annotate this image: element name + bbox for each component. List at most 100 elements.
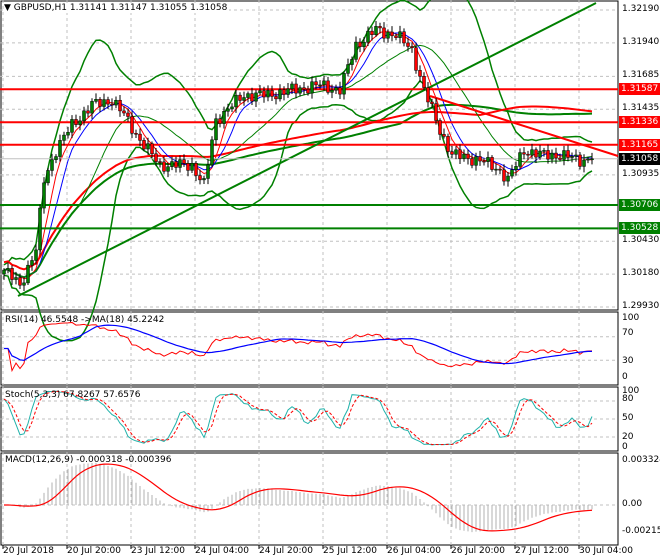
ma-100 (3, 103, 593, 279)
candle-body (110, 103, 114, 106)
candle-body (346, 64, 350, 74)
candle-body (470, 158, 474, 166)
macd-label: MACD(12,26,9) -0.000318 -0.000396 (5, 455, 172, 465)
candle-body (262, 90, 266, 98)
candle-body (66, 132, 70, 136)
stoch-axis-100: 100 (622, 386, 640, 396)
candle-body (82, 110, 86, 122)
candle-body (550, 152, 554, 160)
candle-body (574, 154, 578, 157)
time-axis-label: 27 Jul 12:00 (515, 546, 569, 556)
candle-body (358, 41, 362, 48)
candle-body (522, 152, 526, 155)
price-axis-label: 1.30430 (622, 235, 660, 246)
stoch-label: Stoch(5,3,3) 67.8267 57.6576 (5, 390, 141, 400)
candle-body (138, 133, 142, 141)
candle-body (590, 158, 594, 161)
trendline-support (17, 2, 597, 297)
candle-body (438, 120, 442, 135)
candle-body (514, 166, 518, 171)
candle-body (458, 149, 462, 159)
candle-body (22, 282, 26, 286)
candle-body (402, 31, 406, 44)
candle-body (190, 163, 194, 171)
candle-body (50, 159, 54, 171)
candle-body (278, 89, 282, 100)
candle-body (566, 150, 570, 158)
ma-long (3, 105, 593, 271)
macd-axis-min: -0.002155 (622, 526, 660, 536)
candle-body (2, 269, 6, 275)
rsi-axis-70: 70 (622, 328, 634, 338)
time-axis-label: 20 Jul 20:00 (67, 546, 121, 556)
candle-body (474, 156, 478, 166)
candle-body (370, 30, 374, 35)
candle-body (214, 118, 218, 141)
candle-body (34, 249, 38, 261)
price-axis-label: 1.30180 (622, 268, 660, 279)
candle-body (162, 161, 166, 172)
candle-body (482, 160, 486, 163)
candle-body (386, 31, 390, 39)
candle-body (202, 178, 206, 181)
candle-body (418, 70, 422, 77)
rsi-line (4, 321, 593, 373)
candle-body (178, 159, 182, 168)
candle-body (586, 158, 590, 161)
high-value: 1.31147 (109, 3, 148, 13)
candle-body (462, 153, 466, 159)
candle-body (414, 47, 418, 71)
candle-body (570, 156, 574, 158)
candle-body (558, 157, 562, 160)
candle-body (518, 152, 522, 167)
candle-body (246, 93, 250, 98)
candle-body (254, 92, 258, 102)
rsi-axis-100: 100 (622, 313, 640, 323)
candle-body (338, 87, 342, 95)
macd-signal-line (3, 463, 593, 532)
candle-body (314, 81, 318, 86)
candle-body (258, 90, 262, 94)
candle-body (538, 150, 542, 158)
candle-body (318, 84, 322, 87)
candle-body (170, 161, 174, 167)
candle-body (226, 108, 230, 112)
pane-frame (0, 452, 619, 546)
stoch-axis-80: 80 (622, 394, 634, 404)
candle-body (494, 168, 498, 171)
candle-body (266, 90, 270, 98)
candle-body (42, 182, 46, 209)
candle-body (230, 106, 234, 110)
dropdown-triangle-icon[interactable]: ▼ (4, 3, 11, 13)
candle-body (58, 140, 62, 157)
candle-body (222, 111, 226, 124)
candle-body (426, 87, 430, 103)
candle-body (14, 277, 18, 280)
candle-body (510, 169, 514, 177)
candle-body (238, 94, 242, 101)
price-axis-label: 1.29930 (622, 301, 660, 311)
level-price-tag: 1.31165 (619, 138, 660, 151)
candle-body (198, 175, 202, 181)
candle-body (526, 153, 530, 156)
close-value: 1.31058 (190, 3, 228, 13)
candle-body (10, 268, 14, 280)
candle-body (90, 101, 94, 114)
macd-axis-zero: 0.00 (622, 499, 643, 509)
rsi-label: RSI(14) 46.5548 ->MA(18) 45.2242 (5, 315, 165, 325)
rsi-axis-0: 0 (622, 372, 628, 382)
candle-body (282, 89, 286, 95)
candle-body (398, 31, 402, 38)
candle-body (290, 83, 294, 90)
stoch-axis-20: 20 (622, 432, 634, 442)
candle-body (186, 163, 190, 171)
candle-body (78, 120, 82, 125)
candle-body (490, 157, 494, 170)
candle-body (334, 87, 338, 91)
candle-body (322, 80, 326, 86)
candle-body (166, 166, 170, 172)
time-axis-label: 26 Jul 04:00 (387, 546, 441, 556)
candle-body (130, 116, 134, 134)
candle-body (578, 154, 582, 167)
